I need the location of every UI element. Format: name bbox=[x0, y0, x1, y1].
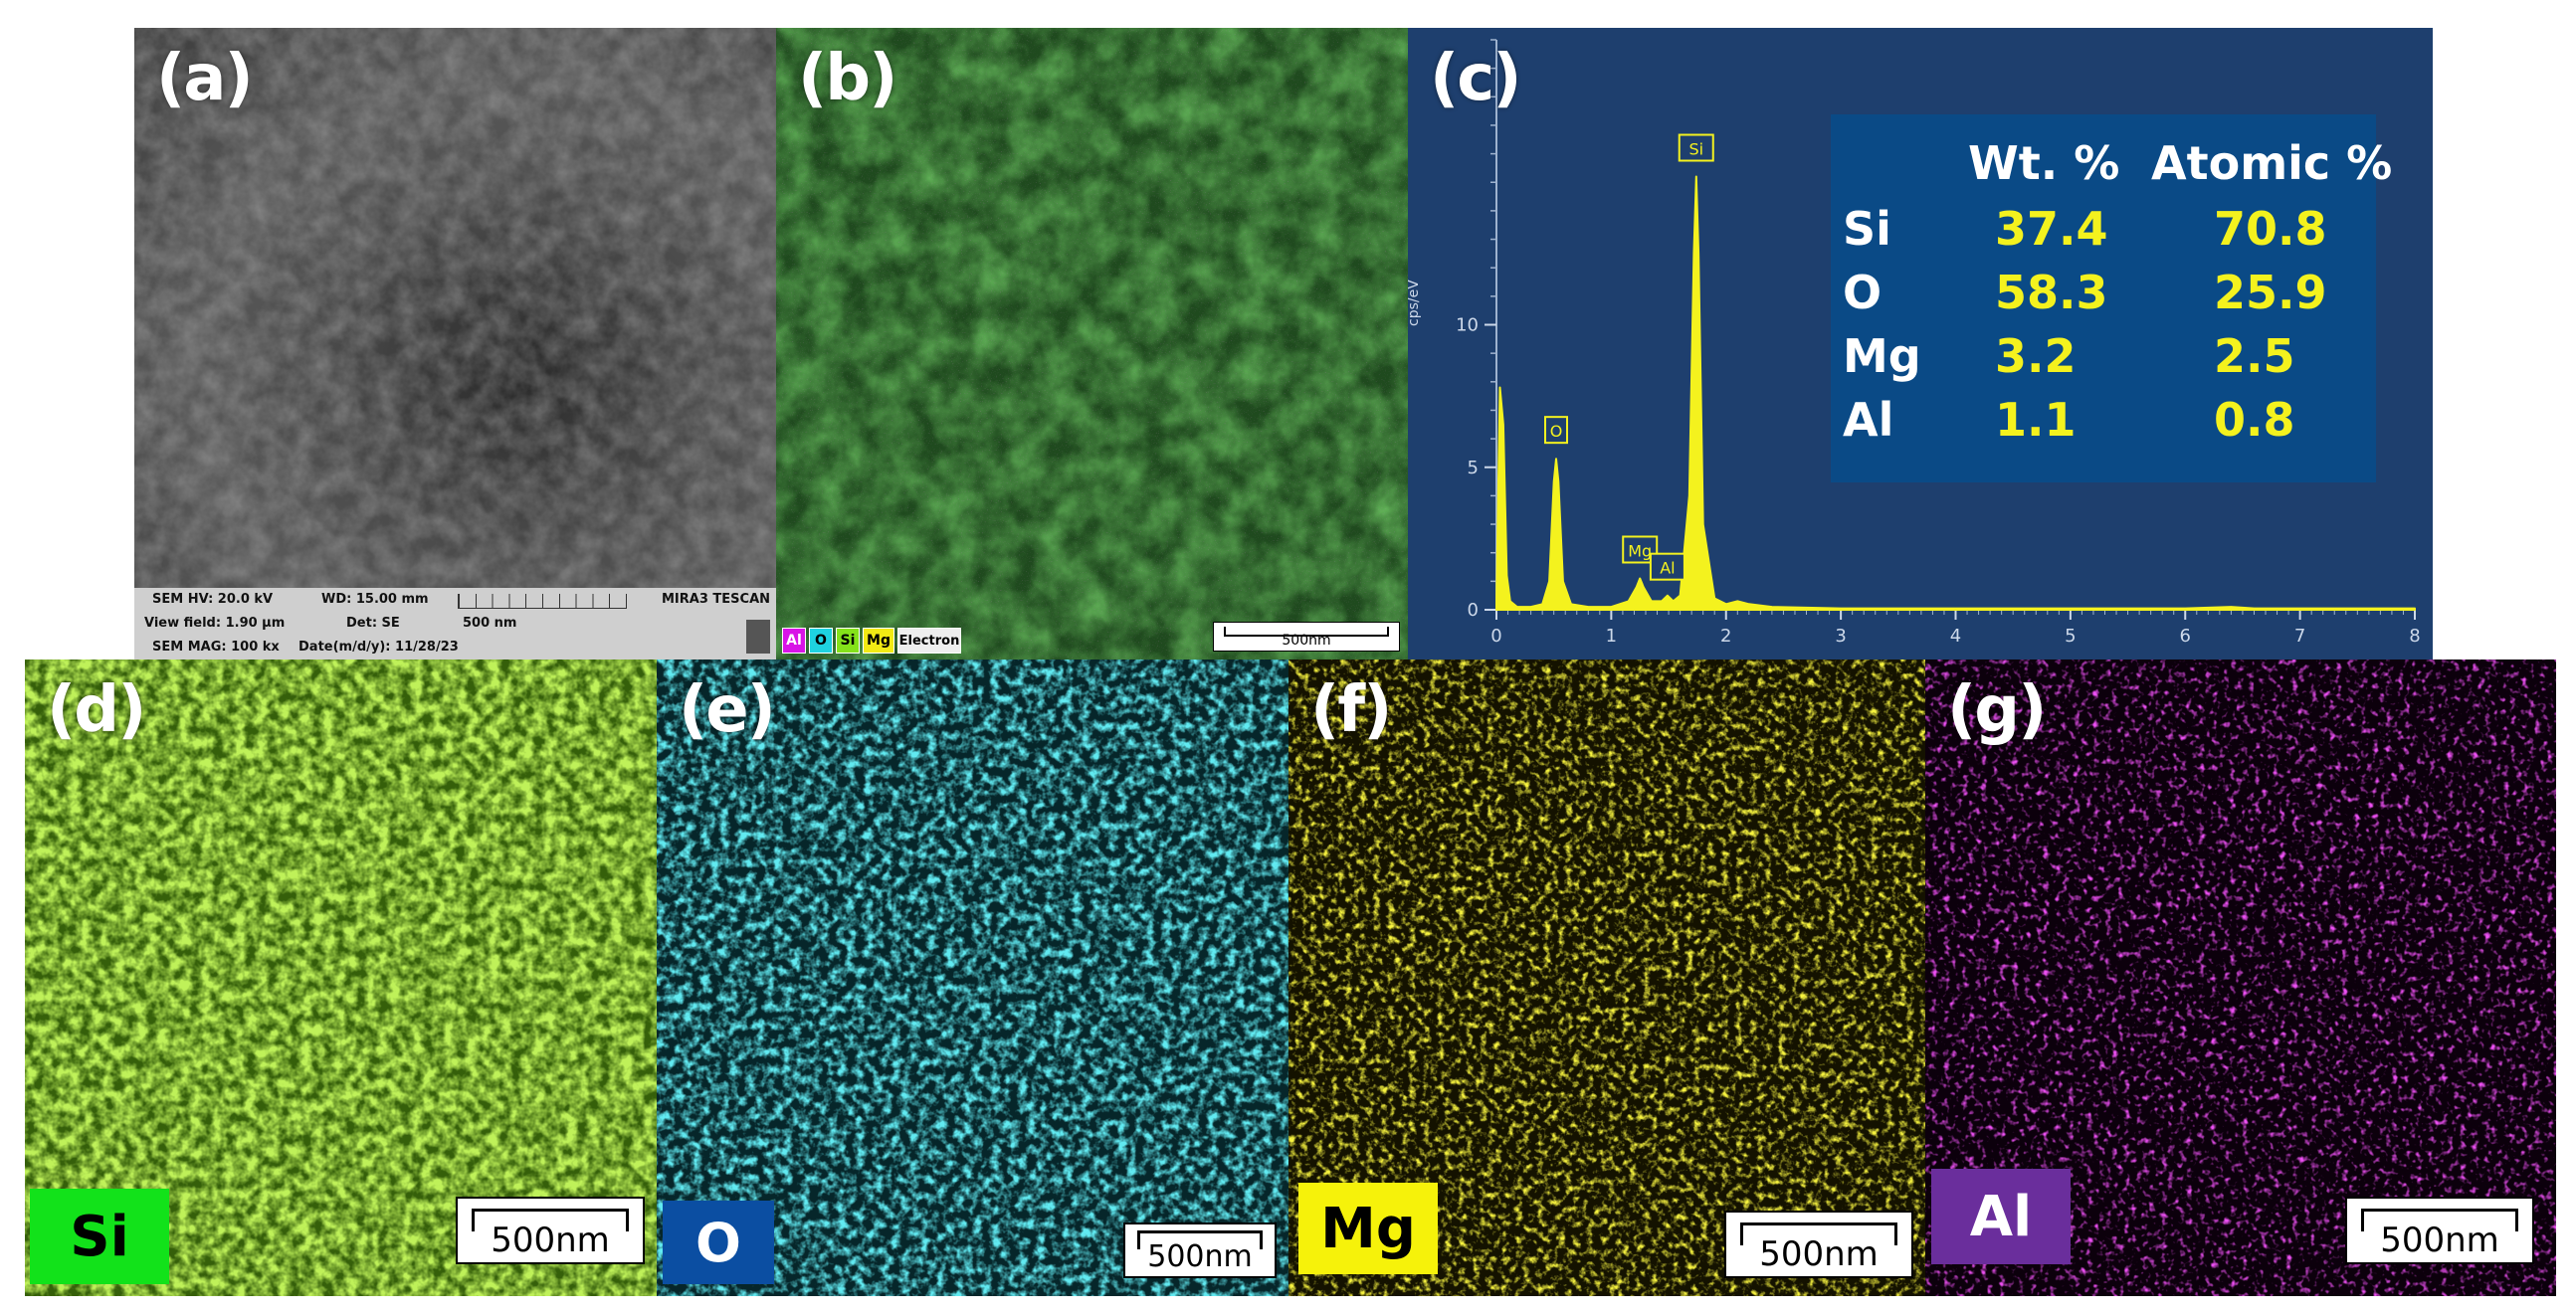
scale-bar-line bbox=[472, 1209, 629, 1231]
row-al-element: Al bbox=[1843, 393, 1894, 447]
overlay-legend: Al O Si Mg Electron bbox=[782, 628, 961, 654]
panel-a-sem-image: (a) SEM HV: 20.0 kV WD: 15.00 mm MIRA3 T… bbox=[134, 28, 776, 659]
peak-label-o: O bbox=[1550, 422, 1563, 441]
peak-label-si: Si bbox=[1688, 140, 1703, 159]
x-tick-label: 1 bbox=[1606, 626, 1617, 647]
sem-hv: SEM HV: 20.0 kV bbox=[152, 592, 274, 607]
x-tick-label: 0 bbox=[1490, 626, 1501, 647]
overlay-scale-text: 500nm bbox=[1282, 633, 1331, 649]
element-chip-o: O bbox=[663, 1201, 774, 1284]
row-si-element: Si bbox=[1843, 202, 1891, 256]
panel-f-mg-map: (f) Mg 500nm bbox=[1288, 659, 1925, 1296]
scale-bar: 500nm bbox=[456, 1197, 645, 1264]
sem-date: Date(m/d/y): 11/28/23 bbox=[298, 640, 459, 655]
y-axis-label: cps/eV bbox=[1408, 280, 1422, 326]
element-chip-al: Al bbox=[1931, 1169, 2071, 1264]
legend-mg: Mg bbox=[863, 628, 894, 654]
o-map-texture bbox=[657, 659, 1288, 1296]
element-chip-mg: Mg bbox=[1298, 1183, 1438, 1274]
x-tick-label: 7 bbox=[2294, 626, 2305, 647]
scale-bar-label: 500nm bbox=[2380, 1221, 2499, 1260]
table-header-wt: Wt. % bbox=[1968, 136, 2120, 190]
panel-label: (g) bbox=[1947, 673, 2047, 747]
x-tick-label: 2 bbox=[1720, 626, 1731, 647]
element-chip-si: Si bbox=[30, 1189, 169, 1284]
sem-mag: SEM MAG: 100 kx bbox=[152, 640, 280, 655]
peak-label-box-o bbox=[1543, 416, 1568, 445]
x-tick-label: 8 bbox=[2409, 626, 2420, 647]
sem-info-bar: SEM HV: 20.0 kV WD: 15.00 mm MIRA3 TESCA… bbox=[134, 588, 776, 659]
panel-label: (c) bbox=[1430, 42, 1521, 115]
panel-c-edx-spectrum: 0 1 2 3 4 5 6 7 8 0 5 10 O Mg Al Si (c) cps/eV Wt. % A… bbox=[1408, 28, 2433, 659]
scale-bar-line bbox=[1137, 1230, 1263, 1249]
edx-spectrum-chart: 0 1 2 3 4 5 6 7 8 0 5 10 O Mg Al Si bbox=[1456, 39, 2421, 647]
x-tick-label: 3 bbox=[1835, 626, 1846, 647]
panel-b-eds-overlay: (b) Al O Si Mg Electron 500nm bbox=[776, 28, 1408, 659]
legend-si: Si bbox=[836, 628, 860, 654]
peak-label-box-al bbox=[1649, 552, 1685, 581]
peak-label-mg: Mg bbox=[1628, 541, 1652, 560]
sem-scale-ruler bbox=[458, 594, 627, 609]
scale-bar-label: 500nm bbox=[491, 1221, 610, 1260]
scale-bar: 500nm bbox=[2345, 1197, 2534, 1264]
row-mg-element: Mg bbox=[1843, 329, 1921, 383]
panel-label: (f) bbox=[1310, 673, 1392, 747]
panel-d-si-map: (d) Si 500nm bbox=[25, 659, 657, 1296]
row-si-at: 70.8 bbox=[2214, 202, 2327, 256]
scale-bar-label: 500nm bbox=[1759, 1234, 1879, 1274]
scale-bar: 500nm bbox=[1123, 1222, 1277, 1278]
sem-brand: MIRA3 TESCAN bbox=[662, 592, 771, 607]
panel-label: (a) bbox=[156, 42, 254, 115]
row-si-wt: 37.4 bbox=[1995, 202, 2108, 256]
peak-label-box-si bbox=[1678, 133, 1714, 162]
x-tick-label: 5 bbox=[2065, 626, 2076, 647]
sem-logo-mark bbox=[746, 620, 770, 654]
y-tick-label: 10 bbox=[1456, 315, 1479, 336]
scale-bar-line bbox=[2361, 1209, 2518, 1231]
row-al-wt: 1.1 bbox=[1995, 393, 2077, 447]
sem-view-field: View field: 1.90 µm bbox=[144, 616, 286, 631]
x-tick-label: 6 bbox=[2180, 626, 2191, 647]
overlay-texture bbox=[776, 28, 1408, 659]
table-header-atomic: Atomic % bbox=[2151, 136, 2393, 190]
scale-bar-label: 500nm bbox=[1147, 1239, 1253, 1274]
overlay-scale-bar: 500nm bbox=[1213, 622, 1400, 652]
row-o-wt: 58.3 bbox=[1995, 266, 2108, 319]
sem-wd: WD: 15.00 mm bbox=[321, 592, 429, 607]
row-mg-at: 2.5 bbox=[2214, 329, 2295, 383]
scale-bar: 500nm bbox=[1724, 1211, 1913, 1278]
sem-texture bbox=[134, 28, 776, 588]
composition-table: Wt. % Atomic % Si 37.4 70.8 O 58.3 25.9 … bbox=[1831, 114, 2392, 482]
spectrum-series bbox=[1495, 175, 2416, 611]
y-tick-label: 5 bbox=[1468, 458, 1479, 478]
sem-scale-label: 500 nm bbox=[463, 616, 517, 631]
sem-detector: Det: SE bbox=[346, 616, 400, 631]
panel-label: (d) bbox=[47, 673, 146, 747]
panel-label: (b) bbox=[798, 42, 897, 115]
panel-g-al-map: (g) Al 500nm bbox=[1925, 659, 2556, 1296]
peak-label-al: Al bbox=[1660, 559, 1675, 578]
legend-al: Al bbox=[782, 628, 806, 654]
x-tick-label: 4 bbox=[1950, 626, 1961, 647]
row-o-at: 25.9 bbox=[2214, 266, 2327, 319]
panel-e-o-map: (e) O 500nm bbox=[657, 659, 1288, 1296]
panel-label: (e) bbox=[679, 673, 776, 747]
row-mg-wt: 3.2 bbox=[1995, 329, 2077, 383]
legend-electron: Electron bbox=[897, 628, 961, 654]
overlay-scale-line bbox=[1224, 627, 1389, 637]
scale-bar-line bbox=[1740, 1222, 1897, 1245]
legend-o: O bbox=[809, 628, 833, 654]
y-tick-label: 0 bbox=[1468, 600, 1479, 621]
row-al-at: 0.8 bbox=[2214, 393, 2295, 447]
row-o-element: O bbox=[1843, 266, 1882, 319]
